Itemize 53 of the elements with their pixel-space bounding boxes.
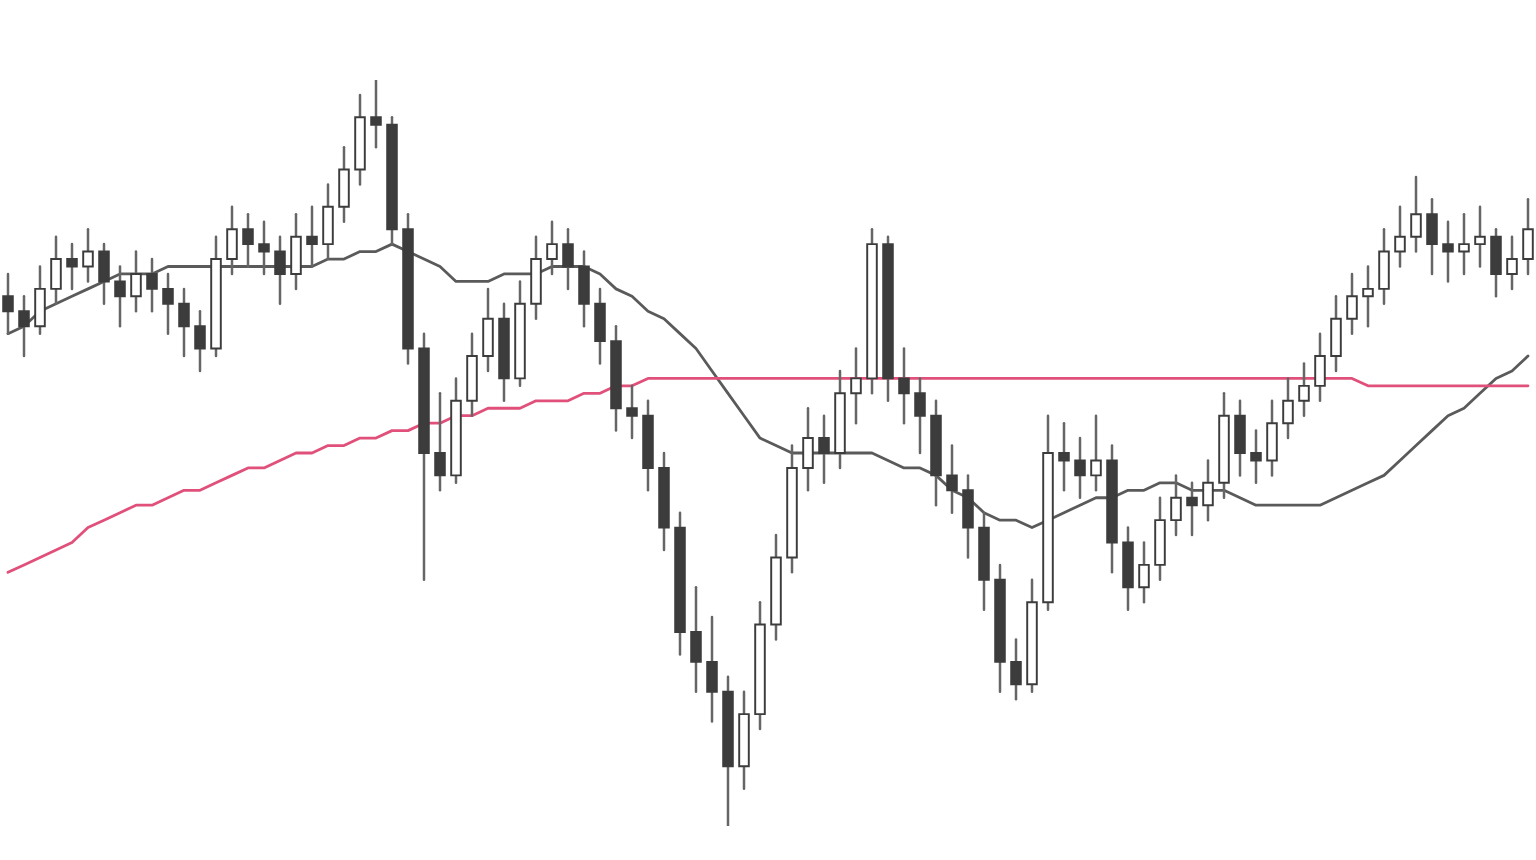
candlestick [1266,399,1278,477]
candlestick [706,615,718,723]
candlestick [1250,429,1262,485]
candlestick [338,145,350,223]
candlestick [1362,265,1374,328]
candlestick [1346,272,1358,335]
candlestick [1282,377,1294,440]
candlestick [178,287,190,358]
candlestick [1330,295,1342,373]
candlestick [482,287,494,373]
candlestick [1010,638,1022,701]
candlestick [162,272,174,335]
candlestick [82,227,94,283]
candlestick [1410,175,1422,253]
candlestick [1458,213,1470,276]
candlestick [1314,332,1326,403]
candlestick [1474,205,1486,268]
candlestick [1234,399,1246,477]
candlestick [626,384,638,440]
candlestick [66,242,78,291]
candlestick [898,347,910,425]
candlestick [146,257,158,313]
candlestick [114,265,126,328]
candlestick [802,406,814,492]
candlestick [1394,205,1406,268]
candlestick [34,265,46,335]
candlestick [578,250,590,328]
candlestick [1058,421,1070,492]
candlestick [1378,227,1390,306]
candlestick [466,332,478,417]
candlestick [818,414,830,485]
candlestick [914,377,926,455]
candlestick [1154,496,1166,582]
candlestick [850,347,862,425]
candlestick [1490,227,1502,298]
candlestick [1298,362,1310,417]
candlestick [1202,459,1214,522]
candlestick [1074,436,1086,500]
candlestick [194,310,206,373]
candlestick [1506,235,1518,291]
candlestick [1426,198,1438,276]
candlestick [690,586,702,693]
candlestick [434,392,446,492]
candlestick [18,295,30,358]
candlestick [1090,414,1102,492]
candlestick [594,287,606,365]
candlestick [1138,541,1150,604]
candlestick [130,250,142,313]
candlestick [946,444,958,514]
candlestick [370,80,382,149]
candlestick [1522,198,1534,276]
candlestick [1122,526,1134,611]
candlestick [1442,220,1454,283]
